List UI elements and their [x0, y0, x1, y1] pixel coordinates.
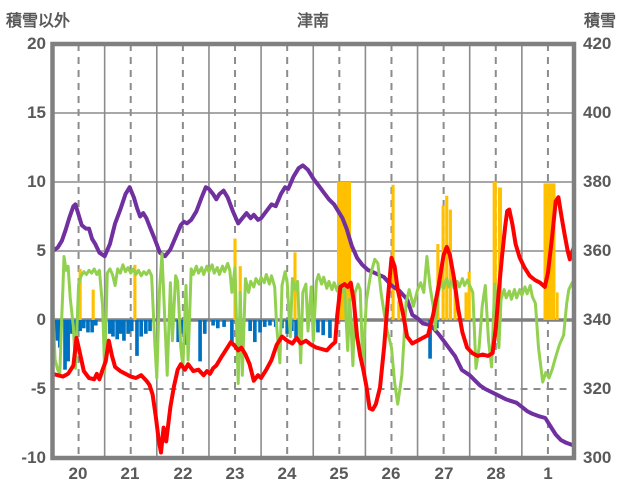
red-line [54, 195, 572, 455]
orange-bars-bar [453, 285, 457, 320]
blue-bars-bar [63, 320, 67, 370]
left-tick-10: 10 [27, 172, 46, 191]
orange-bars-bar [556, 292, 559, 320]
right-tick-420: 420 [583, 34, 612, 53]
blue-bars-bar [144, 320, 148, 334]
blue-bars-bar [54, 320, 56, 333]
blue-bars-bar [93, 320, 98, 326]
blue-bars-bar [111, 320, 115, 337]
x-tick-28: 28 [486, 464, 506, 483]
orange-bars-bar [78, 268, 82, 320]
blue-bars-bar [262, 320, 267, 327]
blue-bars-bar [55, 320, 60, 341]
x-tick-23: 23 [225, 464, 245, 483]
blue-bars-bar [108, 320, 112, 334]
blue-bars-bar [118, 320, 123, 334]
right-tick-340: 340 [583, 310, 612, 329]
blue-bars-bar [211, 320, 215, 326]
blue-bars-bar [139, 320, 143, 337]
blue-bars-bar [148, 320, 152, 332]
left-tick-0: 0 [36, 310, 46, 329]
right-tick-360: 360 [583, 241, 612, 260]
right-tick-400: 400 [583, 103, 612, 122]
blue-bars-bar [126, 320, 130, 334]
blue-bars-bar [428, 320, 432, 359]
orange-bars-bar [397, 300, 401, 320]
orange-bars-bar [391, 184, 395, 320]
orange-bars-bar [497, 187, 503, 320]
blue-bars-bar [253, 320, 257, 343]
left-axis-title: 積雪以外 [6, 13, 71, 30]
left-tick-m5: -5 [30, 379, 46, 398]
orange-bars-bar [91, 289, 95, 320]
blue-bars-bar [268, 320, 272, 326]
blue-bars-bar [285, 320, 290, 334]
blue-bars-bar [321, 320, 325, 336]
blue-bars-bar [222, 320, 226, 327]
orange-bars-bar [133, 264, 137, 320]
x-tick-24: 24 [277, 464, 297, 483]
right-axis-title: 積雪 [584, 13, 617, 30]
blue-bars-bar [135, 320, 139, 356]
left-tick-m10: -10 [21, 448, 46, 467]
orange-bars-bar [445, 195, 449, 320]
blue-bars-bar [69, 320, 74, 334]
blue-bars-bar [180, 320, 184, 334]
blue-bars-bar [78, 320, 82, 332]
blue-bars-bar [248, 320, 252, 332]
blue-bars-bar [258, 320, 262, 333]
orange-bars-bar [467, 271, 471, 320]
blue-bars-bar [86, 320, 90, 333]
blue-bars-bar [81, 320, 86, 329]
blue-bars-bar [294, 320, 298, 341]
right-tick-300: 300 [583, 448, 612, 467]
blue-bars-bar [122, 320, 126, 341]
blue-bars-bar [202, 320, 207, 334]
orange-bars-bar [464, 292, 468, 320]
x-tick-20: 20 [68, 464, 88, 483]
left-tick-20: 20 [27, 34, 46, 53]
blue-bars-bar [66, 320, 70, 362]
green-line [54, 252, 572, 406]
x-tick-27: 27 [434, 464, 454, 483]
blue-bars-bar [176, 320, 181, 343]
chart-title: 津南 [296, 13, 329, 30]
x-tick-22: 22 [173, 464, 193, 483]
purple-line [54, 163, 572, 448]
right-tick-380: 380 [583, 172, 612, 191]
x-tick-1: 1 [543, 464, 553, 483]
x-tick-25: 25 [329, 464, 349, 483]
left-tick-5: 5 [36, 241, 46, 260]
left-tick-15: 15 [27, 103, 46, 122]
x-tick-26: 26 [381, 464, 401, 483]
blue-bars-bar [316, 320, 320, 333]
x-tick-21: 21 [120, 464, 140, 483]
plot-border [50, 41, 577, 461]
blue-bars-bar [129, 320, 134, 332]
blue-bars-bar [215, 320, 220, 329]
blue-bars-bar [90, 320, 94, 333]
blue-bars-bar [328, 320, 332, 338]
orange-bars-bar [492, 182, 497, 320]
blue-bars-bar [198, 320, 202, 362]
blue-bars-bar [115, 320, 119, 340]
right-tick-320: 320 [583, 379, 612, 398]
blue-bars-bar [230, 320, 234, 343]
